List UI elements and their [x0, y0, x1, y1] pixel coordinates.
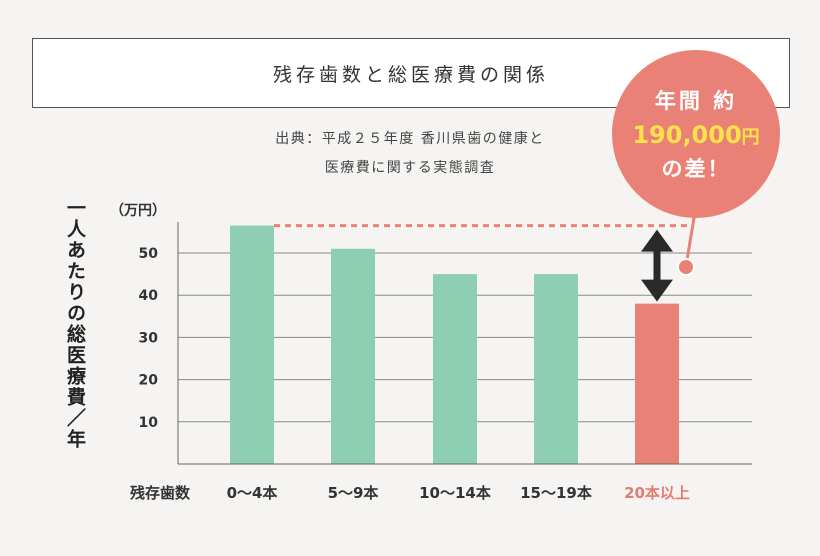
y-tick-label: 30 [139, 330, 159, 346]
difference-callout: 年間 約 190,000円 の差！ [612, 50, 780, 218]
difference-arrow-head-up [641, 229, 673, 252]
source-line-2: 医療費に関する実態調査 [324, 160, 496, 176]
x-tick-label: 0～4本 [227, 484, 278, 502]
y-tick-label: 50 [139, 246, 159, 262]
callout-line-3: の差！ [661, 157, 731, 181]
x-axis-label: 残存歯数 [130, 484, 191, 502]
y-tick-label: 40 [139, 288, 159, 304]
x-tick-label: 10～14本 [419, 484, 491, 502]
x-tick-label: 15～19本 [520, 484, 592, 502]
bar [433, 274, 477, 464]
callout-amount: 190,000円 [632, 121, 759, 149]
bar [534, 274, 578, 464]
bar [230, 225, 274, 464]
source-line-1: 出典：平成２５年度 香川県歯の健康と [275, 131, 545, 147]
y-axis-label: 一人あたりの総医療費／年 [64, 198, 86, 450]
source-note: 出典：平成２５年度 香川県歯の健康と 医療費に関する実態調査 [200, 125, 620, 183]
y-tick-label: 10 [139, 415, 159, 431]
callout-amount-unit: 円 [741, 127, 760, 148]
x-tick-label: 20本以上 [624, 484, 690, 502]
y-unit-label: （万円） [110, 203, 166, 219]
difference-arrow-head-down [641, 279, 673, 302]
callout-pointer-line [684, 211, 697, 267]
callout-amount-value: 190,000 [632, 121, 742, 149]
bar [635, 303, 679, 464]
y-tick-label: 20 [139, 373, 159, 389]
bar [331, 248, 375, 464]
callout-pointer-dot [677, 258, 695, 276]
x-tick-label: 5～9本 [328, 484, 379, 502]
callout-line-1: 年間 約 [654, 89, 738, 113]
